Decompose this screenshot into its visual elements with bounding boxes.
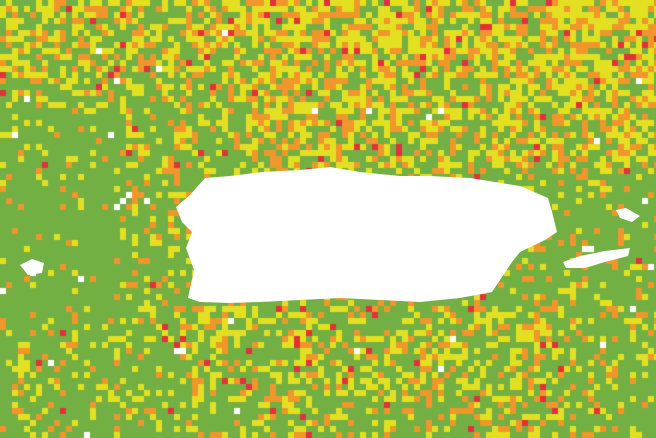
main-island <box>176 167 557 303</box>
vieques-island <box>563 248 630 268</box>
culebra-island <box>616 208 640 222</box>
mona-island <box>20 259 44 275</box>
